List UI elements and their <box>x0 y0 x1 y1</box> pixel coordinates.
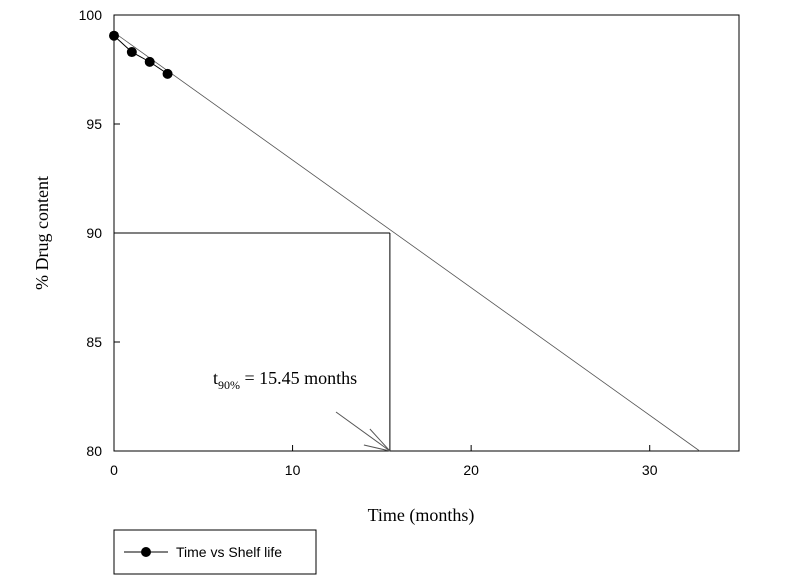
y-tick-label: 95 <box>86 116 102 132</box>
t90-annotation-t: t <box>213 368 218 388</box>
y-tick-label: 100 <box>79 7 103 23</box>
annotation-arrow <box>335 411 391 452</box>
y-axis-label: % Drug content <box>32 176 52 290</box>
x-axis-label: Time (months) <box>368 505 475 526</box>
legend-box <box>113 529 317 575</box>
t90-annotation-value: = 15.45 months <box>240 368 357 388</box>
data-point <box>162 68 173 79</box>
data-point <box>144 56 155 67</box>
legend-marker <box>141 547 151 557</box>
x-tick-label: 0 <box>110 462 118 478</box>
data-point <box>126 47 137 58</box>
x-tick-label: 20 <box>463 462 479 478</box>
arrow-head-1 <box>369 428 391 452</box>
t90-annotation: t90% = 15.45 months <box>213 368 357 392</box>
x-tick-label: 30 <box>642 462 658 478</box>
y-axis-ticks: 80 85 90 95 100 <box>79 7 120 459</box>
data-point <box>109 30 119 41</box>
y-tick-label: 80 <box>86 443 102 459</box>
legend-label: Time vs Shelf life <box>176 544 282 560</box>
series-line <box>113 35 168 75</box>
y-tick-label: 85 <box>86 334 102 350</box>
x-tick-label: 10 <box>285 462 301 478</box>
arrow-head-2 <box>363 444 391 452</box>
t90-annotation-subscript: 90% <box>218 378 240 392</box>
legend: Time vs Shelf life <box>113 529 317 575</box>
x-axis-ticks: 0 10 20 30 <box>110 445 658 478</box>
regression-line <box>113 32 700 452</box>
y-tick-label: 90 <box>86 225 102 241</box>
arrow-shaft <box>335 411 391 452</box>
data-points <box>109 30 173 79</box>
